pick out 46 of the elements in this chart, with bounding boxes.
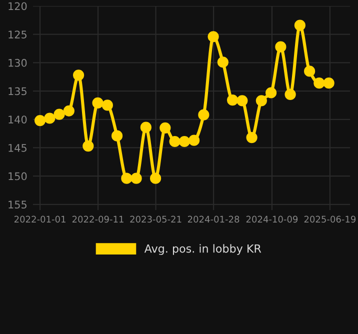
point xyxy=(34,114,46,126)
y-tick-label: 155 xyxy=(8,200,26,209)
legend-label: Avg. pos. in lobby KR xyxy=(144,244,262,255)
point xyxy=(150,172,162,184)
point xyxy=(236,95,248,106)
point xyxy=(284,88,296,100)
point xyxy=(275,41,286,52)
point xyxy=(121,172,132,184)
point xyxy=(102,100,113,111)
x-tick-label: 2022-09-11 xyxy=(72,216,124,223)
y-tick-label: 150 xyxy=(8,172,27,180)
point xyxy=(323,78,334,89)
point xyxy=(294,20,306,31)
point xyxy=(54,108,65,120)
point xyxy=(92,97,104,109)
y-tick-label: 120 xyxy=(8,2,27,10)
x-tick-label: 2022-01-01 xyxy=(14,216,66,223)
point xyxy=(130,172,142,184)
point xyxy=(304,66,316,77)
point xyxy=(314,78,325,89)
y-tick-label: 145 xyxy=(8,144,26,152)
point xyxy=(169,136,180,148)
point xyxy=(160,122,171,134)
x-tick-label: 2025-06-19 xyxy=(304,216,356,223)
point xyxy=(72,70,84,81)
x-tick-label: 2023-05-21 xyxy=(130,216,182,223)
point xyxy=(188,134,200,146)
point xyxy=(266,87,277,98)
point xyxy=(227,94,238,106)
point xyxy=(44,112,56,124)
point xyxy=(246,132,258,144)
point xyxy=(82,140,94,152)
y-tick-label: 130 xyxy=(8,58,27,67)
y-tick-label: 140 xyxy=(8,116,27,124)
point xyxy=(63,105,74,116)
point xyxy=(256,95,267,106)
y-tick-label: 135 xyxy=(8,87,26,96)
point xyxy=(178,136,190,148)
y-tick-label: 125 xyxy=(8,30,26,38)
point xyxy=(208,31,219,42)
point xyxy=(140,122,152,133)
point xyxy=(111,130,123,142)
point xyxy=(217,56,228,68)
point xyxy=(198,109,210,120)
x-tick-label: 2024-10-09 xyxy=(246,216,298,223)
x-tick-label: 2024-01-28 xyxy=(188,216,240,223)
